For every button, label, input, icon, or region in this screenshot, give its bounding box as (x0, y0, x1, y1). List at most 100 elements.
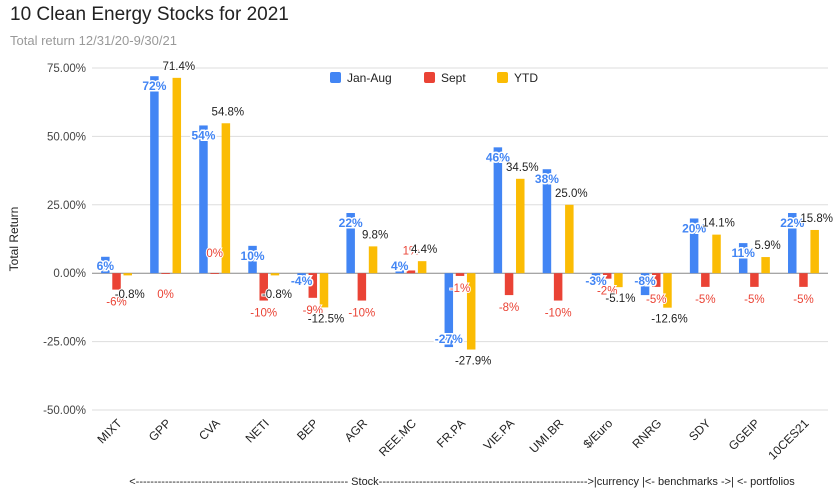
x-tick-label: $/Euro (580, 416, 615, 451)
data-label-sept: 0% (157, 289, 174, 301)
bar-ytd (761, 257, 770, 274)
data-label-sept: -5% (793, 294, 813, 306)
bar-jan-aug (493, 147, 503, 274)
bar-sept (210, 273, 219, 274)
x-tick-label: MIXT (94, 416, 125, 447)
data-label-sept: -6% (106, 297, 126, 309)
bar-jan-aug (788, 213, 797, 274)
y-tick-label: 75.00% (47, 63, 86, 75)
data-label-ytd: 54.8% (212, 106, 245, 118)
x-tick-label: FR.PA (434, 416, 468, 450)
data-label-ytd: -5.1% (605, 293, 635, 305)
bar-ytd (466, 273, 476, 350)
bar-ytd (270, 273, 280, 276)
y-tick-label: -50.00% (43, 405, 86, 417)
data-label-ytd: 71.4% (162, 61, 195, 73)
data-label-jan-aug: -27% (435, 332, 463, 346)
legend-label: Sept (441, 71, 466, 85)
data-label-ytd: 4.4% (411, 244, 437, 256)
data-label-jan-aug: 54% (191, 128, 215, 142)
bar-sept (455, 273, 465, 276)
bar-jan-aug (542, 169, 552, 274)
data-label-ytd: 25.0% (555, 188, 588, 200)
data-label-sept: -10% (545, 308, 572, 320)
data-label-sept: -10% (348, 308, 375, 320)
x-tick-label: BEP (294, 416, 321, 443)
data-label-sept: -9% (303, 305, 323, 317)
data-label-sept: -5% (646, 294, 666, 306)
chart-title: 10 Clean Energy Stocks for 2021 (10, 4, 289, 25)
bar-sept (553, 273, 563, 301)
legend-label: Jan-Aug (347, 71, 392, 85)
bar-ytd (417, 261, 427, 274)
x-tick-label: UMI.BR (527, 416, 567, 456)
bar-ytd (319, 273, 329, 308)
data-label-jan-aug: 10% (241, 249, 265, 263)
data-label-sept: -5% (744, 294, 764, 306)
bar-jan-aug (689, 218, 699, 274)
bar-jan-aug (150, 76, 159, 274)
x-tick-label: 10CES21 (765, 416, 811, 462)
data-label-jan-aug: 72% (142, 79, 166, 93)
bar-ytd (565, 204, 574, 274)
data-label-ytd: -27.9% (455, 356, 491, 368)
legend-swatch (330, 72, 341, 83)
bar-sept (161, 273, 170, 274)
legend-label: YTD (514, 71, 538, 85)
legend-swatch (424, 72, 435, 83)
data-label-sept: 0% (206, 248, 223, 260)
y-tick-label: -25.00% (43, 337, 86, 349)
bar-sept (357, 273, 367, 301)
bar-sept (799, 273, 808, 287)
legend-swatch (497, 72, 508, 83)
bar-jan-aug (101, 256, 110, 274)
bar-sept (112, 273, 121, 290)
bar-ytd (516, 178, 525, 274)
bar-ytd (172, 77, 182, 274)
data-label-ytd: -12.6% (651, 314, 687, 326)
bar-jan-aug (346, 213, 355, 274)
data-label-jan-aug: 6% (97, 259, 115, 273)
data-label-ytd: -12.5% (308, 313, 344, 325)
y-tick-label: 25.00% (47, 200, 86, 212)
bar-sept (406, 270, 416, 274)
data-label-jan-aug: 22% (780, 216, 804, 230)
x-axis-label: <---------------------------------------… (129, 476, 795, 488)
data-label-ytd: 5.9% (754, 240, 780, 252)
x-tick-label: CVA (196, 416, 223, 443)
data-label-sept: -8% (499, 302, 519, 314)
bar-ytd (221, 123, 231, 274)
bar-sept (259, 273, 268, 301)
data-label-jan-aug: 20% (682, 221, 706, 235)
data-label-jan-aug: 11% (732, 246, 756, 260)
x-tick-label: SDY (686, 416, 713, 443)
bar-ytd (123, 273, 132, 276)
bar-jan-aug (591, 273, 601, 282)
chart-subtitle: Total return 12/31/20-9/30/21 (10, 33, 177, 48)
bar-jan-aug (395, 262, 404, 274)
x-tick-label: AGR (342, 416, 371, 445)
y-tick-label: 0.00% (53, 268, 86, 280)
x-tick-label: GPP (146, 416, 174, 444)
data-label-jan-aug: 38% (535, 172, 559, 186)
bar-sept (602, 273, 612, 279)
data-label-ytd: 15.8% (800, 213, 833, 225)
bar-jan-aug (199, 125, 208, 274)
data-label-ytd: 34.5% (506, 162, 539, 174)
bar-ytd (614, 273, 623, 288)
bar-jan-aug (297, 273, 306, 285)
bar-jan-aug (738, 243, 748, 274)
bar-jan-aug (444, 273, 454, 348)
data-label-jan-aug: -8% (634, 274, 656, 288)
data-label-sept: -5% (695, 294, 715, 306)
data-label-jan-aug: 22% (339, 216, 363, 230)
data-label-jan-aug: -4% (291, 274, 313, 288)
bar-sept (750, 273, 759, 287)
y-axis-label: Total Return (7, 207, 21, 272)
x-tick-label: NETI (243, 416, 272, 445)
data-label-ytd: 14.1% (702, 218, 735, 230)
bar-ytd (810, 229, 819, 274)
data-label-sept: -1% (450, 283, 470, 295)
data-label-ytd: 9.8% (362, 229, 388, 241)
